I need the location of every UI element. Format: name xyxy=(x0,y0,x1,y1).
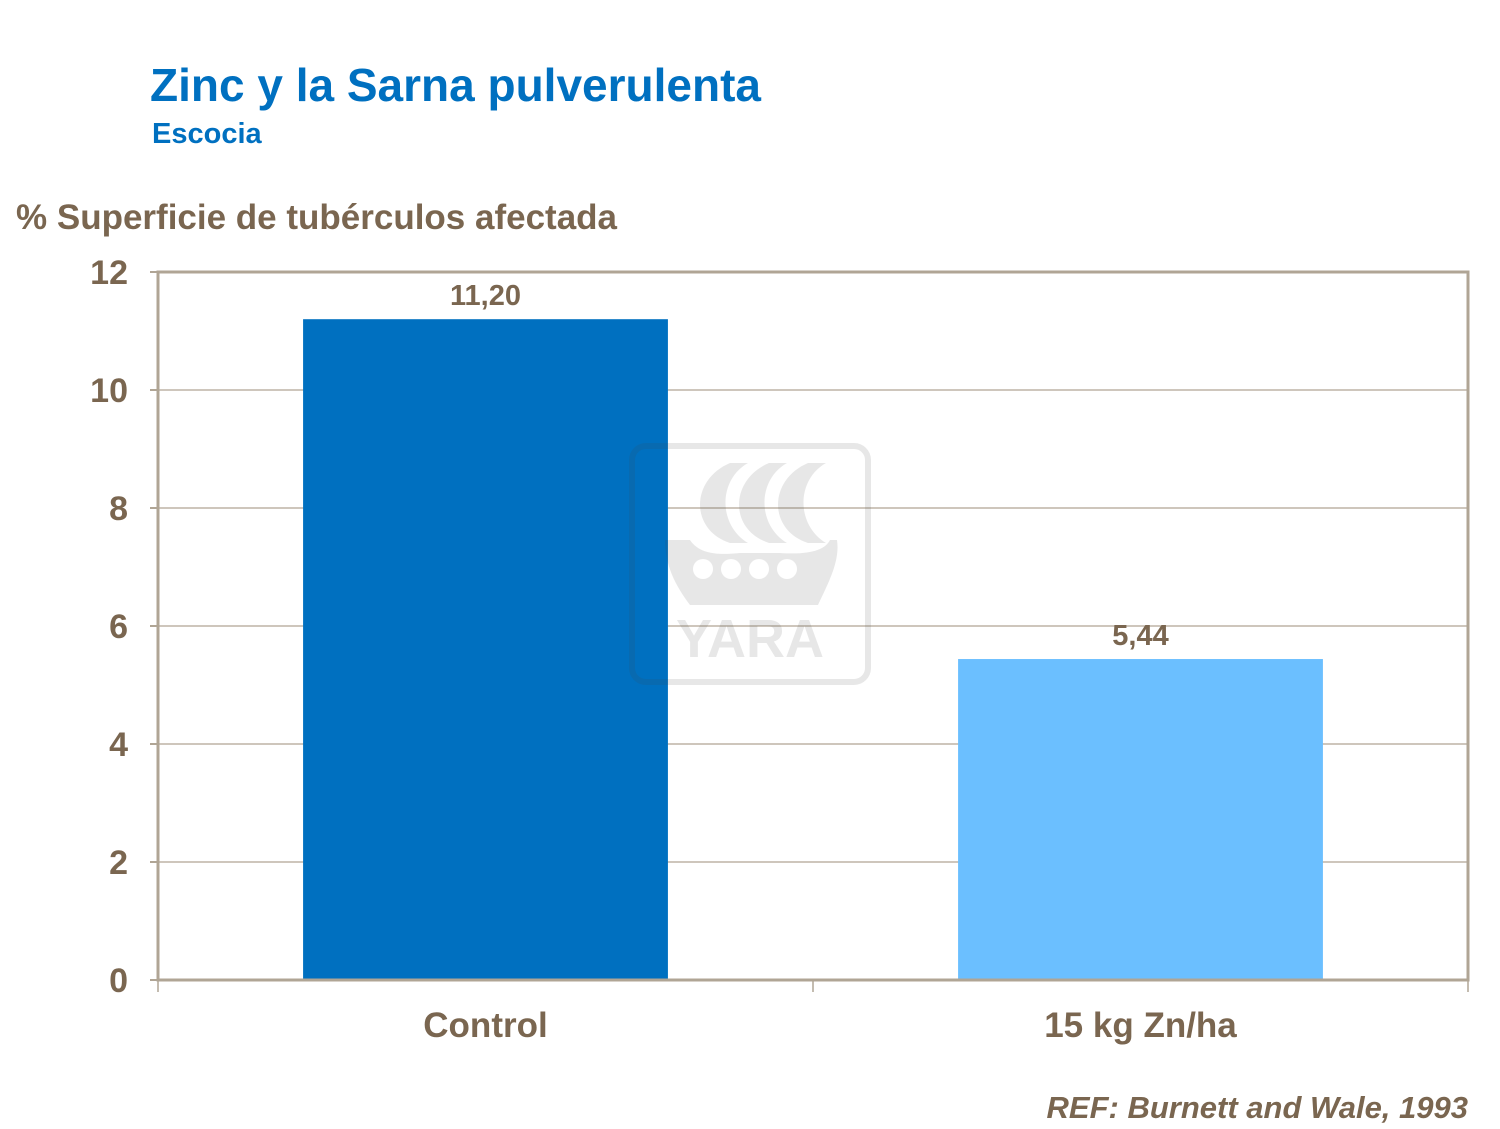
watermark-frame xyxy=(629,443,871,685)
y-axis-label: % Superficie de tubérculos afectada xyxy=(16,198,618,237)
data-label: 5,44 xyxy=(1112,620,1168,652)
bar-zinc xyxy=(958,659,1323,980)
plot-area-border xyxy=(156,270,1470,982)
reference-note: REF: Burnett and Wale, 1993 xyxy=(1046,1090,1468,1125)
y-tick-label: 2 xyxy=(109,844,128,882)
ship-icon xyxy=(665,540,838,605)
yara-watermark-logo: YARA xyxy=(629,443,871,685)
y-tick-label: 10 xyxy=(90,372,128,410)
sail-icon xyxy=(778,463,826,543)
sail-icon xyxy=(700,463,748,543)
x-tick-label: 15 kg Zn/ha xyxy=(1044,1006,1237,1045)
watermark-text: YARA xyxy=(676,609,824,669)
y-tick-label: 4 xyxy=(109,726,128,764)
y-tick-label: 12 xyxy=(90,254,128,292)
shield-circle xyxy=(749,559,769,579)
sail-icon xyxy=(739,463,787,543)
data-label: 11,20 xyxy=(450,280,521,312)
shield-circle xyxy=(721,559,741,579)
chart-title: Zinc y la Sarna pulverulenta xyxy=(150,59,761,111)
y-tick-label: 8 xyxy=(109,490,128,528)
x-tick-label: Control xyxy=(423,1006,547,1045)
chart-subtitle: Escocia xyxy=(152,118,262,150)
bar-control xyxy=(303,319,668,980)
shield-circle xyxy=(777,559,797,579)
y-tick-label: 0 xyxy=(109,962,128,1000)
shield-circle xyxy=(693,559,713,579)
y-tick-label: 6 xyxy=(109,608,128,646)
